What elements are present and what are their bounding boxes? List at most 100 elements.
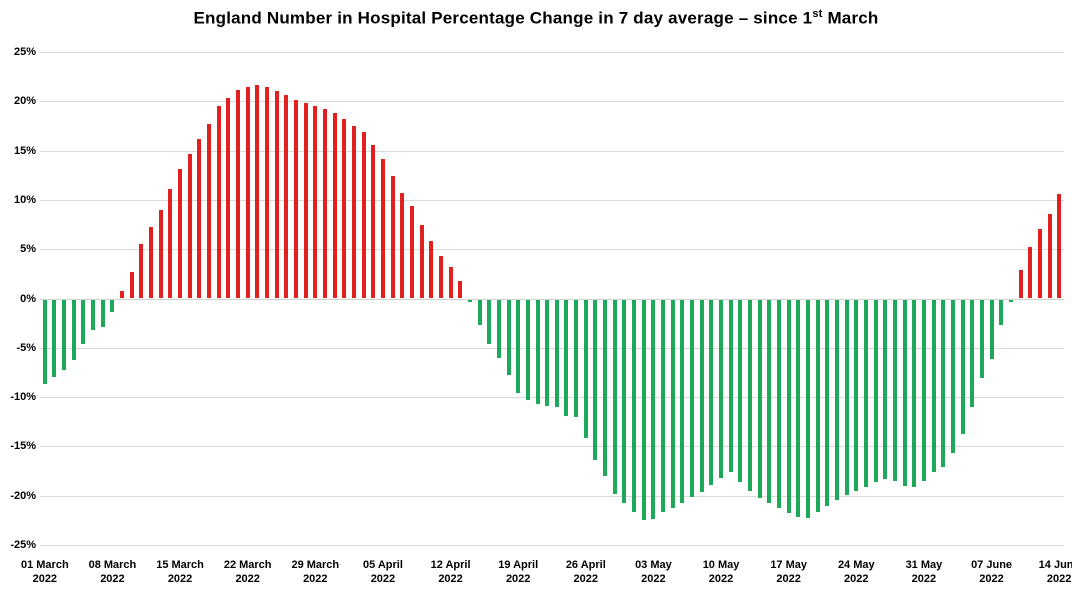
bar bbox=[777, 299, 782, 508]
chart-title-superscript: st bbox=[812, 8, 823, 20]
y-axis-tick-label: -15% bbox=[10, 440, 36, 453]
bar bbox=[91, 299, 96, 331]
zero-baseline bbox=[40, 298, 1064, 300]
bar bbox=[429, 241, 434, 299]
bar bbox=[506, 299, 511, 376]
bar bbox=[1057, 193, 1062, 299]
bar bbox=[767, 299, 772, 503]
bar bbox=[670, 299, 675, 508]
bar bbox=[690, 299, 695, 497]
x-axis-tick-label: 01 March 2022 bbox=[20, 559, 69, 585]
bar bbox=[525, 299, 530, 401]
gridline bbox=[40, 101, 1064, 103]
bar bbox=[680, 299, 685, 503]
bar bbox=[178, 169, 183, 299]
bar bbox=[583, 299, 588, 438]
gridline bbox=[40, 446, 1064, 448]
bar bbox=[912, 299, 917, 487]
bar bbox=[970, 299, 975, 407]
bar bbox=[815, 299, 820, 513]
bar bbox=[448, 266, 453, 299]
bar bbox=[303, 103, 308, 299]
x-axis-tick-label: 31 May 2022 bbox=[905, 559, 943, 585]
bar bbox=[400, 192, 405, 299]
bar bbox=[1047, 213, 1052, 299]
x-axis-tick-label: 05 April 2022 bbox=[362, 559, 403, 585]
bar bbox=[42, 299, 47, 385]
bar bbox=[458, 280, 463, 299]
bar bbox=[158, 209, 163, 299]
x-axis-tick-label: 15 March 2022 bbox=[156, 559, 204, 585]
bar bbox=[236, 90, 241, 299]
bar bbox=[380, 159, 385, 299]
y-axis-tick-label: 5% bbox=[20, 243, 36, 256]
bar bbox=[255, 84, 260, 299]
y-axis-tick-label: 20% bbox=[13, 95, 36, 108]
bar bbox=[728, 299, 733, 473]
gridline bbox=[40, 249, 1064, 251]
gridline bbox=[40, 150, 1064, 152]
bar bbox=[409, 205, 414, 299]
bar bbox=[989, 299, 994, 359]
bar bbox=[81, 299, 86, 344]
bar bbox=[438, 256, 443, 299]
bar bbox=[371, 144, 376, 299]
x-axis-tick-label: 24 May 2022 bbox=[837, 559, 875, 585]
bar bbox=[574, 299, 579, 417]
bar bbox=[738, 299, 743, 482]
bar bbox=[641, 299, 646, 521]
x-axis-tick-label: 19 April 2022 bbox=[498, 559, 539, 585]
bar bbox=[593, 299, 598, 461]
bar bbox=[979, 299, 984, 379]
bar bbox=[351, 125, 356, 299]
gridline bbox=[40, 347, 1064, 349]
y-axis-tick-label: -20% bbox=[10, 489, 36, 502]
x-axis-tick-label: 10 May 2022 bbox=[702, 559, 740, 585]
bar bbox=[834, 299, 839, 500]
y-axis-tick-label: 0% bbox=[20, 292, 36, 305]
x-axis-tick-label: 12 April 2022 bbox=[430, 559, 471, 585]
bar bbox=[226, 98, 231, 299]
bar bbox=[294, 100, 298, 299]
gridline bbox=[40, 199, 1064, 201]
bar bbox=[496, 299, 501, 358]
bar bbox=[931, 299, 936, 473]
y-axis-tick-label: 25% bbox=[13, 46, 36, 58]
bar bbox=[467, 299, 472, 303]
y-axis-tick-label: -25% bbox=[10, 539, 36, 551]
gridline bbox=[40, 545, 1064, 546]
bar bbox=[825, 299, 830, 506]
bar bbox=[999, 299, 1004, 326]
x-axis-tick-label: 07 June 2022 bbox=[971, 559, 1013, 585]
bar bbox=[313, 106, 318, 299]
bar bbox=[757, 299, 762, 498]
bar bbox=[216, 106, 221, 299]
bar bbox=[709, 299, 714, 485]
y-axis-tick-label: 10% bbox=[13, 193, 36, 206]
bar bbox=[748, 299, 753, 491]
bar bbox=[1018, 269, 1023, 299]
y-axis-tick-label: -10% bbox=[10, 391, 36, 404]
gridline bbox=[40, 52, 1064, 53]
gridline bbox=[40, 495, 1064, 497]
bar bbox=[786, 299, 791, 514]
x-axis-tick-label: 26 April 2022 bbox=[565, 559, 606, 585]
bar bbox=[960, 299, 965, 434]
bar bbox=[322, 109, 327, 299]
bar bbox=[265, 86, 270, 299]
bar bbox=[873, 299, 878, 482]
bar bbox=[603, 299, 608, 476]
chart-title: England Number in Hospital Percentage Ch… bbox=[0, 8, 1072, 29]
bar bbox=[52, 299, 57, 378]
bar bbox=[632, 299, 637, 513]
bar bbox=[863, 299, 868, 487]
gridline bbox=[40, 397, 1064, 399]
chart-title-suffix: March bbox=[822, 8, 879, 28]
bar bbox=[390, 176, 395, 299]
bar bbox=[207, 123, 212, 299]
bar bbox=[554, 299, 559, 407]
bar bbox=[796, 299, 801, 518]
bar bbox=[950, 299, 955, 454]
